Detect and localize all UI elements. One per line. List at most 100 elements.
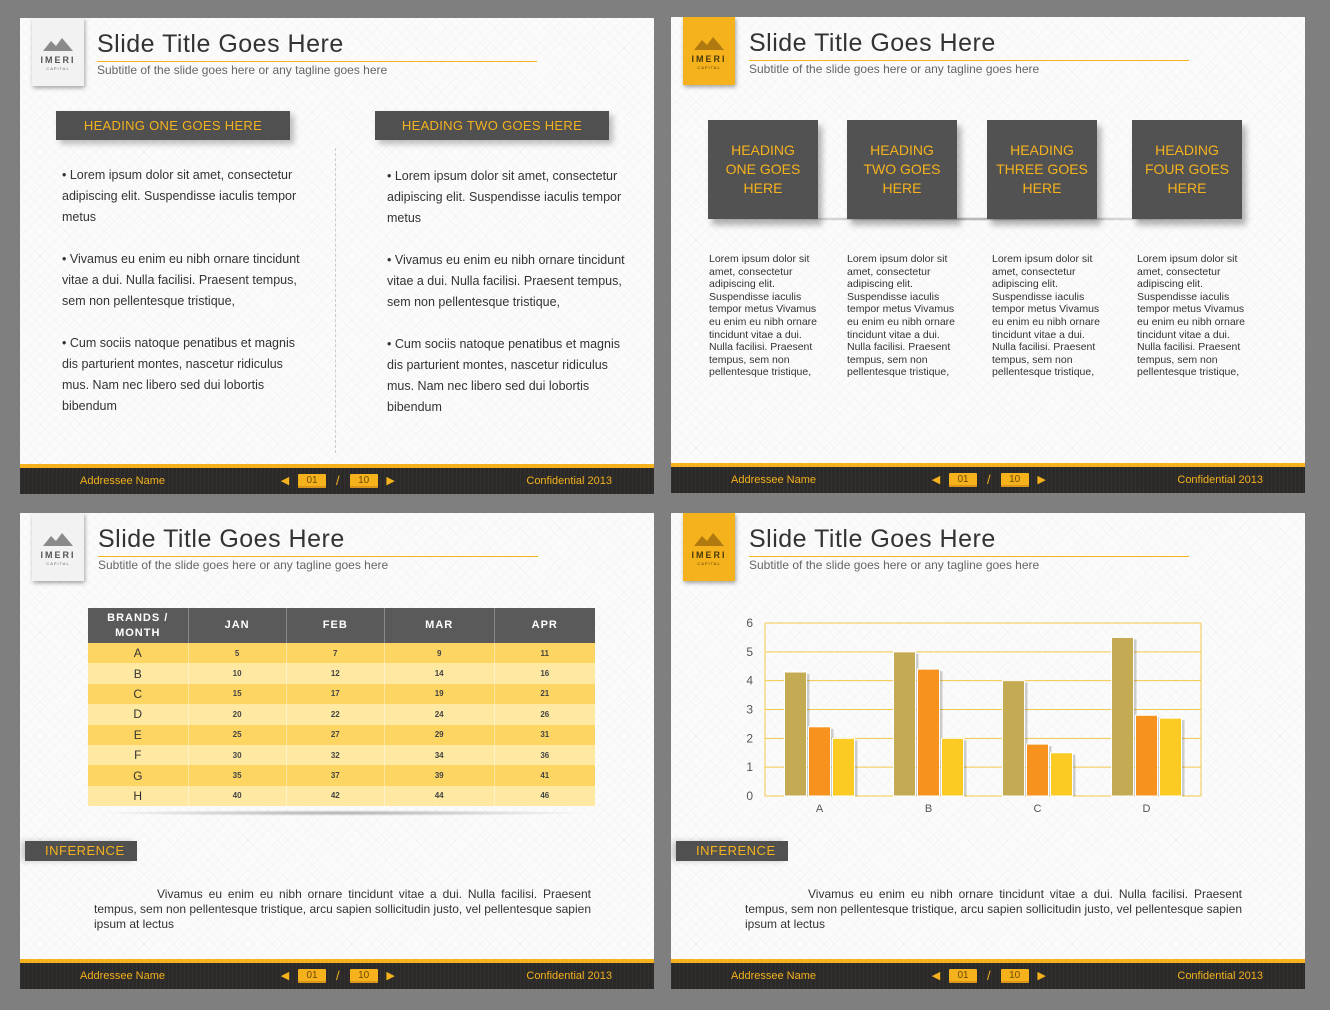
- column-2-text: Lorem ipsum dolor sit amet, consectetur …: [847, 253, 955, 379]
- bullet-2: • Vivamus eu enim eu nibh ornare tincidu…: [62, 252, 300, 308]
- y-tick-label: 0: [746, 789, 753, 803]
- value-cell: 39: [383, 765, 495, 786]
- triangle-left-icon[interactable]: ◀: [280, 970, 290, 982]
- triangle-right-icon[interactable]: ▶: [1037, 970, 1046, 982]
- bar: [1135, 714, 1158, 797]
- bar: [1026, 743, 1049, 797]
- triangle-left-icon[interactable]: ◀: [280, 475, 290, 487]
- value-cell: 27: [285, 724, 385, 745]
- column-4-text: Lorem ipsum dolor sit amet, consectetur …: [1137, 253, 1245, 379]
- brand-cell: A: [88, 643, 188, 664]
- triangle-right-icon[interactable]: ▶: [1037, 474, 1046, 486]
- value-cell: 26: [493, 704, 595, 725]
- column-1-text: Lorem ipsum dolor sit amet, consectetur …: [709, 253, 817, 379]
- bullet-2: • Vivamus eu enim eu nibh ornare tincidu…: [387, 253, 625, 309]
- addressee-name: Addressee Name: [80, 970, 165, 982]
- logo-name: IMERI: [40, 55, 76, 65]
- bullet-3: • Cum sociis natoque penatibus et magnis…: [62, 336, 295, 413]
- value-cell: 37: [285, 765, 385, 786]
- inference-text: Vivamus eu enim eu nibh ornare tincidunt…: [745, 887, 1242, 931]
- total-pages: 10: [1000, 472, 1029, 487]
- title-underline: [749, 556, 1189, 557]
- slide-title: Slide Title Goes Here: [98, 525, 345, 553]
- slide-table: IMERI CAPITAL Slide Title Goes Here Subt…: [20, 513, 654, 989]
- total-pages: 10: [1000, 968, 1029, 983]
- slide-chart: IMERI CAPITAL Slide Title Goes Here Subt…: [671, 513, 1305, 989]
- heading-box-3: HEADING THREE GOES HERE: [987, 120, 1097, 219]
- bar: [893, 651, 916, 797]
- value-cell: 14: [383, 663, 495, 684]
- bullet-1: • Lorem ipsum dolor sit amet, consectetu…: [387, 169, 622, 225]
- slide-four-column: IMERI CAPITAL Slide Title Goes Here Subt…: [671, 17, 1305, 493]
- value-cell: 9: [383, 643, 495, 664]
- triangle-left-icon[interactable]: ◀: [931, 970, 941, 982]
- slide-title: Slide Title Goes Here: [749, 29, 996, 57]
- logo-sub: CAPITAL: [697, 561, 721, 566]
- value-cell: 22: [285, 704, 385, 725]
- header-jan: JAN: [188, 608, 287, 643]
- bar: [1159, 717, 1182, 797]
- company-logo: IMERI CAPITAL: [32, 18, 84, 86]
- x-tick-label: C: [1034, 803, 1042, 815]
- bullet-1: • Lorem ipsum dolor sit amet, consectetu…: [62, 168, 297, 224]
- column-one-text: • Lorem ipsum dolor sit amet, consectetu…: [62, 165, 302, 438]
- table-row: C 15 17 19 21: [88, 683, 595, 705]
- slide-footer: Addressee Name ◀ 01 / 10 ▶ Confidential …: [671, 963, 1305, 989]
- logo-sub: CAPITAL: [46, 66, 70, 71]
- brand-cell: F: [88, 744, 188, 766]
- pagination: ◀ 01 / 10 ▶: [929, 472, 1049, 487]
- table-row: H 40 42 44 46: [88, 785, 595, 807]
- value-cell: 5: [187, 643, 287, 664]
- page-separator: /: [336, 473, 340, 488]
- total-pages: 10: [349, 968, 378, 983]
- table-row: B 10 12 14 16: [88, 663, 595, 684]
- triangle-right-icon[interactable]: ▶: [386, 475, 395, 487]
- column-divider: [335, 148, 336, 453]
- header-feb: FEB: [286, 608, 385, 643]
- slide-footer: Addressee Name ◀ 01 / 10 ▶ Confidential …: [20, 468, 654, 494]
- mountain-logo-icon: [43, 38, 73, 51]
- header-apr: APR: [494, 608, 595, 643]
- table-header-row: BRANDS / MONTH JAN FEB MAR APR: [88, 608, 595, 643]
- x-tick-label: A: [816, 803, 824, 815]
- value-cell: 30: [187, 744, 287, 766]
- value-cell: 24: [383, 704, 495, 725]
- company-logo: IMERI CAPITAL: [683, 17, 735, 85]
- value-cell: 12: [285, 663, 385, 684]
- slide-footer: Addressee Name ◀ 01 / 10 ▶ Confidential …: [20, 963, 654, 989]
- footer-accent-line: [20, 464, 654, 468]
- heading-box-2: HEADING TWO GOES HERE: [847, 120, 957, 219]
- column-two-text: • Lorem ipsum dolor sit amet, consectetu…: [387, 166, 627, 439]
- confidential-label: Confidential 2013: [526, 970, 612, 982]
- addressee-name: Addressee Name: [731, 970, 816, 982]
- slide-subtitle: Subtitle of the slide goes here or any t…: [749, 62, 1040, 76]
- pagination: ◀ 01 / 10 ▶: [278, 968, 398, 983]
- slide-title: Slide Title Goes Here: [97, 30, 344, 58]
- table-row: A 5 7 9 11: [88, 643, 595, 664]
- brand-cell: E: [88, 724, 188, 745]
- table-row: E 25 27 29 31: [88, 724, 595, 745]
- title-underline: [98, 556, 538, 557]
- mountain-logo-icon: [43, 533, 73, 546]
- title-underline: [97, 61, 537, 62]
- heading-one: HEADING ONE GOES HERE: [56, 111, 290, 140]
- y-tick-label: 2: [746, 731, 753, 745]
- current-page: 01: [949, 968, 977, 983]
- value-cell: 11: [493, 643, 595, 664]
- mountain-logo-icon: [694, 37, 724, 50]
- logo-sub: CAPITAL: [697, 65, 721, 70]
- brands-table: BRANDS / MONTH JAN FEB MAR APR A 5 7 9 11 B 10 12 14…: [88, 608, 595, 807]
- value-cell: 35: [187, 765, 287, 786]
- bar: [941, 737, 964, 797]
- triangle-left-icon[interactable]: ◀: [931, 474, 941, 486]
- page-separator: /: [987, 472, 991, 487]
- value-cell: 44: [383, 785, 495, 807]
- confidential-label: Confidential 2013: [1177, 970, 1263, 982]
- triangle-right-icon[interactable]: ▶: [386, 970, 395, 982]
- bar: [917, 668, 940, 797]
- total-pages: 10: [349, 473, 378, 488]
- y-tick-label: 1: [746, 760, 753, 774]
- value-cell: 36: [493, 744, 595, 766]
- bar: [784, 671, 807, 797]
- y-tick-label: 5: [746, 645, 753, 659]
